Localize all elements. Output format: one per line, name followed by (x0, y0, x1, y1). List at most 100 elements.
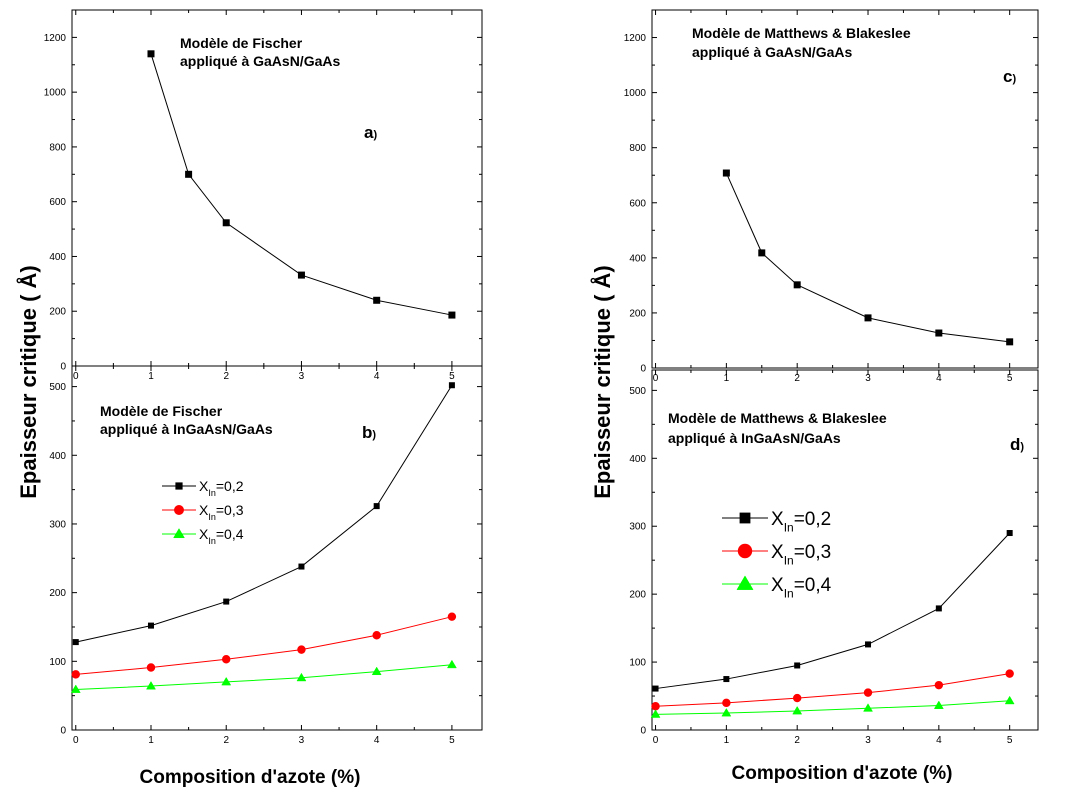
data-point-a-0 (222, 219, 230, 227)
data-point-d-1 (651, 702, 660, 711)
legend-marker (173, 528, 185, 539)
plot-frame-b (71, 365, 483, 731)
right-x-axis-label: Composition d'azote (%) (732, 763, 953, 784)
data-point-b-1 (297, 645, 306, 654)
y-tick-label: 0 (60, 362, 66, 373)
y-tick-label: 500 (629, 386, 646, 397)
x-tick-label: 3 (299, 735, 305, 746)
panel-annotation: Modèle de Fischer (100, 403, 223, 419)
panel-a: 0 200 400 600 800 1000 1200 0 1 2 3 4 5 Modèle de Fis… (44, 9, 483, 382)
plot-frame-c (651, 9, 1039, 369)
x-tick-label: 5 (1007, 735, 1013, 746)
data-point-a-0 (185, 170, 193, 178)
legend-label: XIn=0,2 (771, 509, 831, 535)
panel-d: 0 100 200 300 400 500 0 1 2 3 4 5 Modèle de Matthews… (629, 369, 1039, 746)
x-tick-label: 0 (73, 735, 79, 746)
data-point-a-0 (448, 311, 456, 319)
y-tick-label: 200 (629, 590, 646, 601)
data-point-b-0 (448, 382, 455, 389)
x-tick-label: 2 (223, 371, 229, 382)
x-tick-label: 3 (865, 735, 871, 746)
data-point-c-0 (793, 281, 801, 289)
y-tick-label: 200 (49, 307, 66, 318)
y-tick-label: 1200 (44, 33, 67, 44)
y-tick-label: 100 (629, 658, 646, 669)
legend-label: XIn=0,2 (199, 478, 244, 498)
data-point-d-2 (792, 705, 803, 715)
y-tick-label: 1200 (624, 33, 647, 44)
data-point-b-1 (71, 670, 80, 679)
data-point-d-2 (1004, 695, 1015, 705)
y-tick-label: 500 (49, 382, 66, 393)
x-tick-label: 3 (299, 371, 305, 382)
x-tick-label: 0 (73, 371, 79, 382)
panel-c: 0 200 400 600 800 1000 1200 0 1 2 3 4 5 Modèle de Mat… (624, 9, 1039, 384)
data-point-d-2 (650, 709, 661, 718)
series-line-d-1 (655, 673, 1010, 707)
x-tick-label: 2 (794, 373, 800, 384)
y-tick-label: 400 (49, 451, 66, 462)
data-point-a-0 (373, 296, 381, 304)
panel-annotation: Modèle de Fischer (180, 35, 303, 51)
y-tick-label: 300 (49, 519, 66, 530)
x-tick-label: 2 (223, 735, 229, 746)
plot-frame-d (651, 369, 1039, 731)
x-tick-label: 0 (653, 735, 659, 746)
panel-annotation: appliqué à GaAsN/GaAs (180, 53, 340, 69)
data-point-c-0 (935, 329, 943, 337)
panel-annotation: Modèle de Matthews & Blakeslee (668, 410, 887, 426)
y-tick-label: 300 (629, 522, 646, 533)
y-tick-label: 400 (49, 252, 66, 263)
x-tick-label: 2 (794, 735, 800, 746)
y-tick-label: 100 (49, 657, 66, 668)
legend-marker (736, 575, 754, 590)
y-tick-label: 1000 (44, 88, 67, 99)
x-tick-label: 5 (449, 371, 455, 382)
panel-tag: a) (364, 123, 377, 142)
panel-annotation: appliqué à InGaAsN/GaAs (100, 421, 273, 437)
data-point-b-1 (372, 631, 381, 640)
series-line-d-2 (655, 700, 1010, 715)
x-tick-label: 0 (653, 373, 659, 384)
legend-d: XIn=0,2 XIn=0,3 XIn=0,4 (722, 509, 832, 601)
series-line-b-0 (75, 384, 453, 643)
panel-tag: b) (362, 423, 376, 442)
data-point-d-0 (794, 662, 801, 669)
y-tick-label: 1000 (624, 88, 647, 99)
panel-tag: d) (1010, 435, 1024, 454)
data-point-d-1 (863, 688, 873, 697)
x-tick-label: 1 (148, 371, 154, 382)
panel-annotation: appliqué à InGaAsN/GaAs (668, 430, 841, 446)
y-tick-label: 800 (49, 142, 66, 153)
y-tick-label: 600 (49, 197, 66, 208)
panel-annotation: appliqué à GaAsN/GaAs (692, 44, 852, 60)
x-tick-label: 3 (865, 373, 871, 384)
series-line-a-0 (150, 53, 453, 316)
data-point-b-2 (371, 666, 382, 676)
data-point-d-1 (792, 693, 802, 703)
data-point-b-2 (221, 676, 232, 686)
y-tick-label: 200 (49, 588, 66, 599)
data-point-d-1 (1005, 669, 1014, 678)
series-line-b-2 (75, 664, 452, 690)
x-tick-label: 5 (449, 735, 455, 746)
data-point-b-0 (223, 598, 230, 605)
x-tick-label: 4 (936, 373, 942, 384)
left-y-axis-label: Epaisseur critique ( Å) (15, 265, 41, 499)
y-tick-label: 200 (629, 308, 646, 319)
data-point-b-0 (72, 639, 79, 646)
data-point-d-0 (652, 685, 659, 692)
x-tick-label: 4 (374, 735, 380, 746)
y-tick-label: 800 (629, 143, 646, 154)
y-tick-label: 400 (629, 253, 646, 264)
y-tick-label: 0 (640, 726, 646, 737)
y-tick-label: 600 (629, 198, 646, 209)
data-point-d-1 (722, 698, 731, 708)
legend-marker (737, 543, 753, 559)
data-point-d-0 (865, 641, 872, 648)
data-point-d-1 (934, 680, 944, 690)
legend-label: XIn=0,4 (771, 575, 832, 601)
data-point-b-0 (373, 503, 380, 510)
